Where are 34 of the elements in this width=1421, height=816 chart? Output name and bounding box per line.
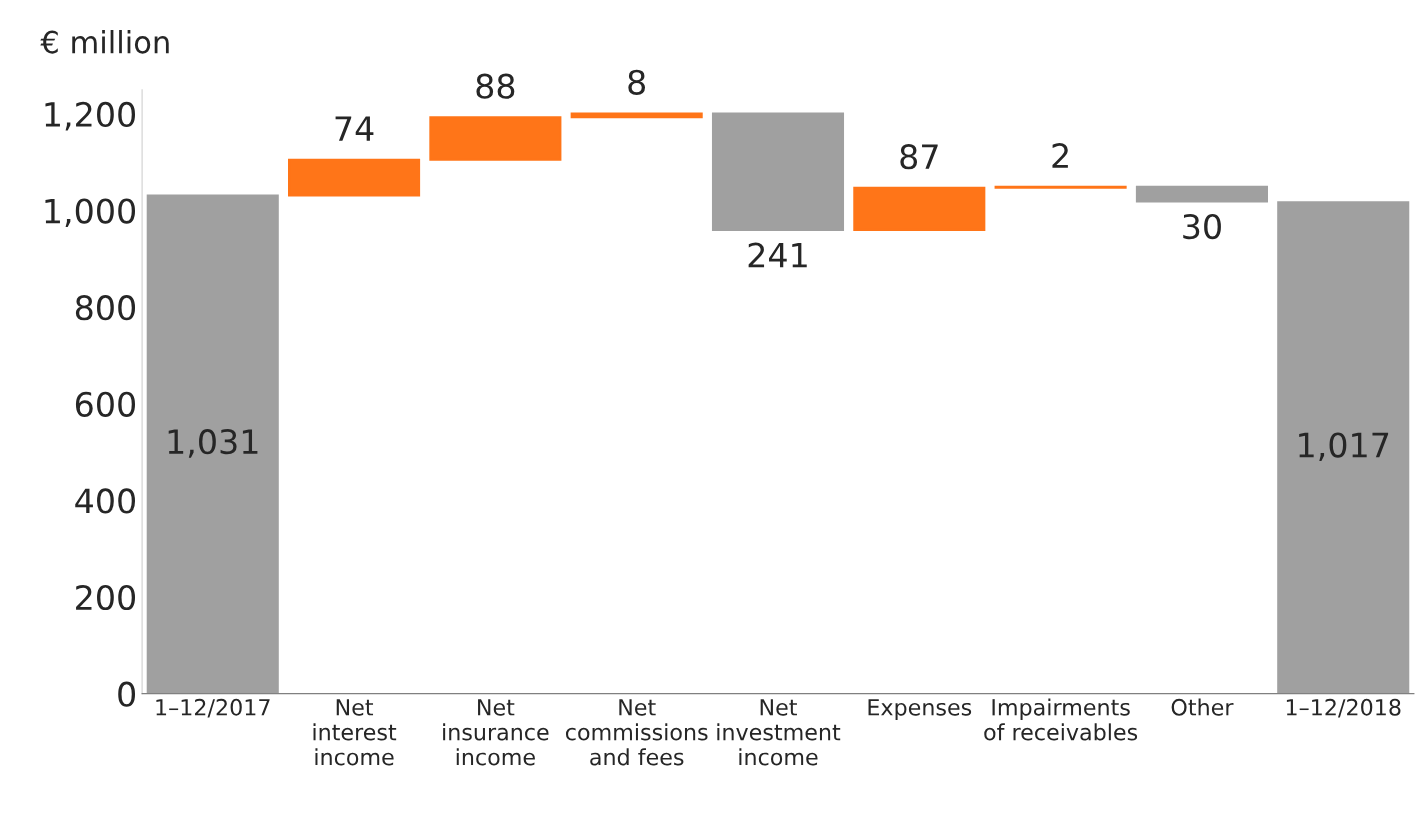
y-tick-label: 400 xyxy=(75,488,136,514)
bar xyxy=(1277,201,1410,694)
bar xyxy=(1135,185,1268,203)
data-label: 30 xyxy=(1183,214,1221,240)
bar xyxy=(711,112,845,231)
data-label: 1,017 xyxy=(1299,432,1389,462)
y-tick-label: 800 xyxy=(75,295,136,321)
x-tick-label: Net interest income xyxy=(313,699,397,766)
y-tick-label: 0 xyxy=(118,681,136,707)
bar xyxy=(429,116,562,161)
y-tick-label: 200 xyxy=(76,584,136,611)
x-tick-label: Impairments of receivables xyxy=(984,698,1138,741)
y-tick-label: 600 xyxy=(75,391,136,417)
bar xyxy=(853,186,986,231)
data-label: 8 xyxy=(628,69,646,95)
bar xyxy=(570,112,703,119)
y-tick-label: 1,200 xyxy=(45,101,136,131)
x-tick-label: Other xyxy=(1171,698,1234,716)
y-axis-title: € million xyxy=(40,30,169,54)
y-tick-label: 1,000 xyxy=(45,198,136,228)
x-tick-label: 1–12/2018 xyxy=(1286,698,1401,718)
x-tick-label: Net insurance income xyxy=(443,699,549,766)
data-label: 2 xyxy=(1052,143,1068,168)
x-tick-label: Net commissions and fees xyxy=(565,699,708,766)
bar xyxy=(288,158,421,197)
data-label: 87 xyxy=(900,144,938,170)
x-tick-label: 1–12/2017 xyxy=(156,698,270,718)
data-label: 74 xyxy=(335,116,374,141)
x-tick-label: Net investment income xyxy=(717,699,841,766)
x-tick-label: Expenses xyxy=(868,699,972,720)
data-label: 1,031 xyxy=(168,429,258,458)
bar xyxy=(146,194,279,694)
data-label: 241 xyxy=(748,242,807,268)
data-label: 88 xyxy=(476,73,515,99)
